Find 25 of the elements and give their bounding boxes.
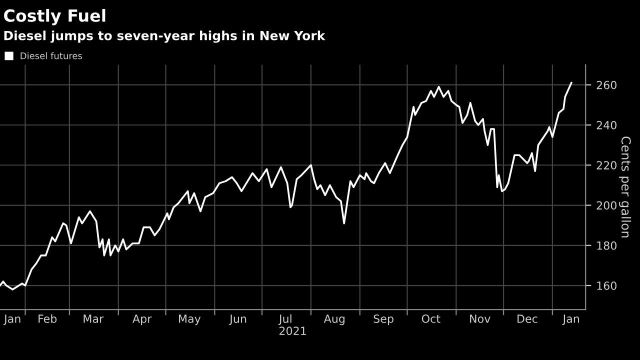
chart-subtitle: Diesel jumps to seven-year highs in New York [4, 30, 326, 43]
x-tick-label: Nov [470, 314, 490, 323]
x-tick-label: Jun [229, 314, 246, 325]
x-tick-label: Oct [422, 314, 440, 323]
x-tick-label: Mar [84, 314, 104, 323]
y-tick-label: 200 [596, 201, 616, 210]
x-axis-title: 2021 [279, 326, 306, 336]
y-axis-title: Cents per gallon [619, 136, 632, 238]
chart-title: Costly Fuel [4, 9, 106, 26]
x-tick-label: Dec [518, 314, 538, 323]
x-tick-label: Jul [278, 314, 292, 325]
x-tick-label: Apr [132, 314, 152, 326]
y-tick-label: 220 [596, 161, 616, 170]
legend-label: Diesel futures [20, 52, 82, 60]
x-tick-label: Sep [374, 314, 394, 326]
x-tick-label: Feb [38, 314, 57, 323]
x-tick-label: Jan [562, 314, 580, 325]
y-tick-label: 180 [597, 241, 616, 250]
y-tick-label: 240 [596, 120, 616, 130]
x-tick-label: Aug [324, 314, 344, 326]
y-tick-label: 160 [597, 281, 616, 290]
y-tick-label: 260 [596, 80, 616, 90]
x-tick-label: Jan [3, 314, 20, 325]
x-tick-label: May [179, 314, 201, 326]
line-series [0, 82, 572, 290]
